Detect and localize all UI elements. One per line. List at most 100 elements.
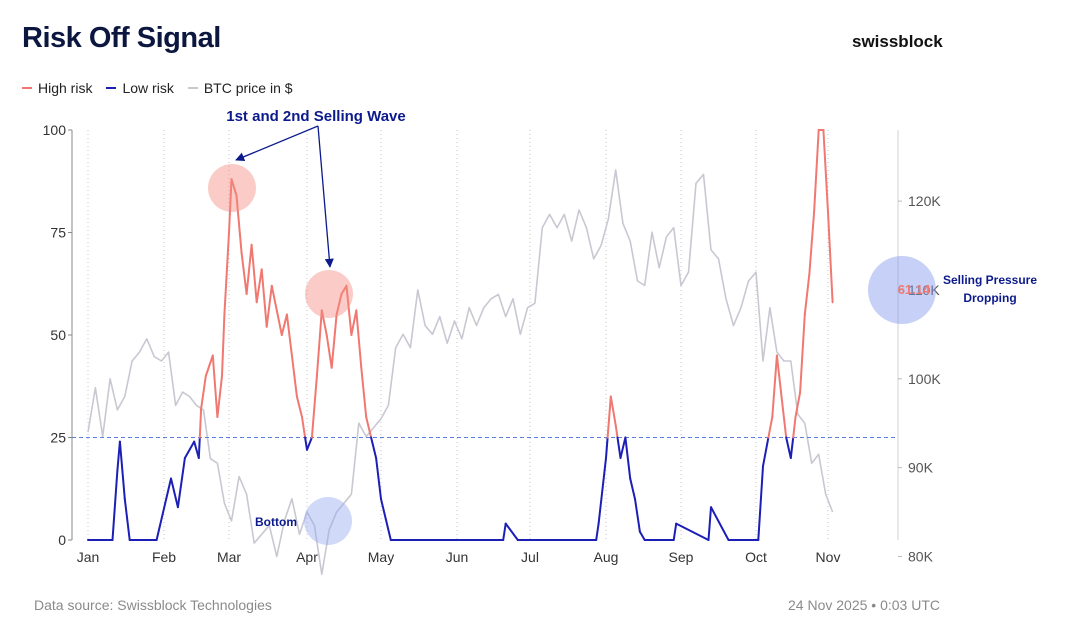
high-risk-segment — [221, 313, 226, 377]
left-tick-label: 0 — [58, 532, 66, 548]
high-risk-segment — [355, 309, 363, 369]
high-risk-segment — [200, 375, 207, 410]
low-risk-segment — [597, 457, 607, 525]
month-label: Oct — [745, 549, 767, 565]
low-risk-segment — [155, 477, 172, 541]
page-title: Risk Off Signal — [22, 22, 221, 54]
high-risk-segment — [775, 354, 783, 398]
legend-label-low-risk: Low risk — [122, 80, 174, 96]
month-label: May — [368, 549, 394, 565]
high-risk-segment — [230, 178, 238, 197]
month-label: Jan — [77, 549, 100, 565]
low-risk-segment — [183, 440, 196, 459]
high-risk-segment — [211, 354, 219, 418]
latest-value-label: 61.14 — [898, 282, 931, 297]
low-risk-segment — [118, 440, 126, 500]
high-risk-segment — [295, 395, 303, 418]
timestamp: 24 Nov 2025 • 0:03 UTC — [788, 597, 940, 613]
bottom-highlight — [304, 497, 352, 545]
month-label: Nov — [816, 549, 841, 565]
low-risk-segment — [380, 498, 387, 521]
low-risk-segment — [375, 457, 382, 500]
low-risk-segment — [170, 477, 179, 509]
high-risk-segment — [335, 293, 343, 316]
low-risk-segment — [789, 436, 795, 459]
low-risk-segment — [624, 436, 632, 480]
high-risk-segment — [345, 284, 353, 336]
high-risk-segment — [285, 313, 293, 357]
selling-wave-annotation: 1st and 2nd Selling Wave — [226, 108, 406, 125]
low-risk-segment — [638, 530, 646, 541]
low-risk-segment — [616, 436, 622, 459]
high-risk-segment — [320, 309, 328, 336]
legend-item-high-risk: High risk — [22, 80, 92, 96]
right-tick-label: 110K — [908, 282, 940, 298]
high-risk-segment — [260, 268, 268, 328]
left-tick-label: 100 — [43, 122, 67, 138]
left-tick-label: 50 — [50, 327, 66, 343]
legend: High risk Low risk BTC price in $ — [22, 80, 293, 96]
high-risk-segment — [265, 284, 273, 328]
high-risk-segment — [330, 313, 338, 369]
low-risk-segment — [176, 457, 186, 509]
high-risk-segment — [325, 334, 333, 369]
high-risk-segment — [315, 309, 323, 377]
high-risk-segment — [270, 284, 278, 312]
high-risk-segment — [780, 395, 788, 439]
high-risk-segment — [198, 407, 203, 439]
second-wave-highlight — [305, 270, 353, 318]
high-risk-segment — [240, 252, 248, 295]
low-risk-segment — [757, 465, 764, 541]
high-risk-segment — [350, 309, 358, 336]
high-risk-segment — [301, 416, 307, 439]
left-tick-label: 75 — [50, 225, 66, 241]
high-risk-segment — [290, 354, 298, 398]
arrow-to-first-wave — [235, 125, 319, 162]
low-risk-segment — [619, 436, 627, 459]
low-risk-segment — [672, 522, 678, 541]
low-risk-segment — [707, 506, 712, 541]
low-risk-segment — [197, 436, 201, 459]
high-risk-segment — [250, 243, 258, 304]
legend-swatch-low-risk — [106, 87, 117, 89]
high-risk-segment — [767, 416, 774, 439]
low-risk-segment — [710, 506, 730, 541]
high-risk-segment — [216, 375, 223, 418]
right-tick-label: 90K — [908, 460, 934, 476]
legend-item-low-risk: Low risk — [106, 80, 174, 96]
legend-item-btc-price: BTC price in $ — [187, 80, 293, 96]
month-label: Jun — [446, 549, 469, 565]
high-risk-segment — [228, 178, 233, 234]
btc-price-line — [87, 169, 834, 576]
high-risk-segment — [255, 268, 263, 304]
low-risk-segment — [629, 477, 636, 500]
bottom-annotation: Bottom — [255, 515, 297, 529]
selling-pressure-annotation-line1: Selling Pressure — [943, 273, 1037, 287]
first-wave-highlight — [208, 164, 256, 212]
high-risk-segment — [223, 231, 230, 316]
high-risk-segment — [771, 354, 778, 418]
data-source-note: Data source: Swissblock Technologies — [34, 597, 272, 613]
month-label: Sep — [669, 549, 694, 565]
high-risk-segment — [275, 309, 283, 336]
high-risk-segment — [614, 424, 619, 439]
legend-swatch-btc-price — [187, 87, 198, 89]
month-label: Feb — [152, 549, 176, 565]
right-tick-label: 80K — [908, 548, 934, 564]
high-risk-segment — [799, 313, 806, 394]
high-risk-segment — [204, 354, 214, 377]
high-risk-segment — [827, 211, 834, 304]
low-risk-segment — [370, 436, 378, 459]
high-risk-segment — [794, 391, 802, 418]
low-risk-segment — [306, 436, 313, 451]
high-risk-segment — [822, 129, 829, 213]
selling-pressure-annotation-line2: Dropping — [963, 291, 1016, 305]
high-risk-segment — [235, 194, 243, 254]
month-label: Aug — [594, 549, 619, 565]
low-risk-segment — [111, 469, 119, 541]
low-risk-segment — [384, 518, 392, 541]
right-tick-label: 120K — [908, 193, 941, 209]
high-risk-segment — [803, 272, 811, 316]
low-risk-segment — [123, 498, 131, 541]
